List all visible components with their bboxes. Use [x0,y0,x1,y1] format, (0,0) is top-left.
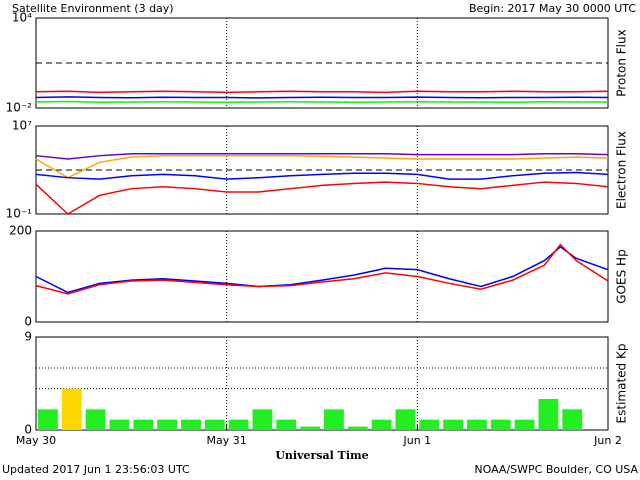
x-axis-label: Universal Time [275,449,368,462]
data-line [35,96,609,99]
y-tick-label: 0 [24,315,32,329]
title: Satellite Environment (3 day) [12,2,174,15]
kp-bar [276,419,297,430]
y-tick-label: 0 [24,423,32,437]
data-line [35,90,609,94]
kp-bar [228,419,249,430]
y-tick-label: 10⁻² [6,101,33,115]
y-axis-label: Estimated Kp [615,344,629,424]
kp-bar [252,409,273,430]
kp-bar [467,419,487,430]
y-tick-label: 10⁷ [12,119,32,133]
kp-bar [395,409,416,430]
credit: NOAA/SWPC Boulder, CO USA [474,463,638,476]
data-line [35,100,608,104]
kp-bar [61,388,82,430]
kp-bar [157,419,177,430]
x-tick-label: May 30 [16,434,56,447]
begin-time: Begin: 2017 May 30 0000 UTC [469,2,636,15]
kp-bar [85,409,106,430]
kp-bar [490,419,511,430]
kp-bar [514,419,535,430]
y-axis-label: Proton Flux [615,29,629,96]
kp-bar [300,426,320,430]
y-tick-label: 9 [24,330,32,344]
kp-bar [181,419,201,430]
y-tick-label: 200 [9,224,32,238]
y-axis-label: GOES Hp [615,249,629,303]
data-line [35,153,609,160]
kp-bar [443,419,463,430]
kp-bar [38,409,58,430]
kp-bar [347,426,368,430]
data-line [35,245,609,294]
kp-bar [109,419,130,430]
kp-bar [538,399,559,430]
kp-bar [371,419,392,430]
data-line [35,171,609,180]
x-tick-label: May 31 [207,434,247,447]
updated: Updated 2017 Jun 1 23:56:03 UTC [2,463,190,476]
y-axis-label: Electron Flux [615,131,629,209]
kp-bar [204,419,225,430]
kp-bar [419,419,440,430]
data-line [35,154,609,179]
kp-bar [562,409,583,430]
y-tick-label: 10⁻¹ [6,207,33,221]
x-tick-label: Jun 2 [593,434,622,447]
panel-frame [35,336,609,431]
panel-frame [35,230,609,323]
data-line [35,243,609,295]
kp-bar [133,419,154,430]
x-tick-label: Jun 1 [402,434,431,447]
y-tick-label: 10⁴ [12,11,32,25]
data-line [35,181,609,215]
kp-bar [324,409,344,430]
